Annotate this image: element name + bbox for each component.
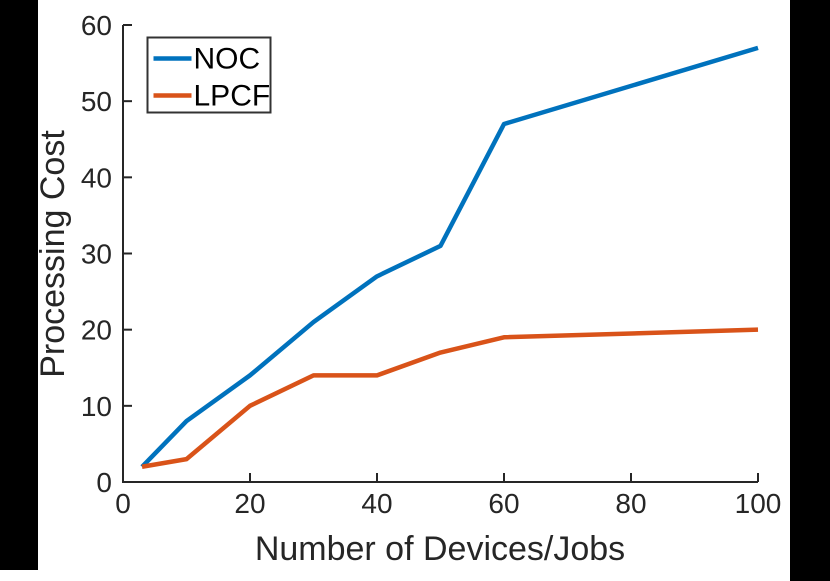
axes-layer: 0 20 40 60 80 100 0 10 20 30 40 50 60	[81, 10, 782, 519]
y-axis-label: Processing Cost	[34, 130, 72, 378]
y-tick-label-30: 30	[81, 239, 112, 270]
legend-box	[146, 36, 272, 114]
letterbox-right	[790, 0, 830, 581]
series-line-noc	[140, 45, 759, 469]
x-tick-label-60: 60	[488, 488, 519, 519]
y-tick-label-10: 10	[81, 391, 112, 422]
x-tick-label-0: 0	[115, 488, 131, 519]
legend: NOC LPCF	[146, 36, 272, 114]
x-tick-label-20: 20	[234, 488, 265, 519]
legend-label-lpcf: LPCF	[194, 80, 271, 113]
x-tick-label-80: 80	[615, 488, 646, 519]
y-tick-label-60: 60	[81, 10, 112, 41]
x-axis-label: Number of Devices/Jobs	[255, 530, 625, 568]
legend-label-noc: NOC	[194, 43, 261, 76]
y-tick-label-40: 40	[81, 162, 112, 193]
letterbox-left	[0, 0, 38, 570]
x-tick-label-40: 40	[361, 488, 392, 519]
y-tick-label-20: 20	[81, 315, 112, 346]
y-tick-label-0: 0	[96, 467, 112, 498]
y-tick-label-50: 50	[81, 86, 112, 117]
series-line-lpcf	[141, 327, 759, 469]
x-tick-label-100: 100	[735, 488, 782, 519]
series-layer	[140, 45, 759, 469]
